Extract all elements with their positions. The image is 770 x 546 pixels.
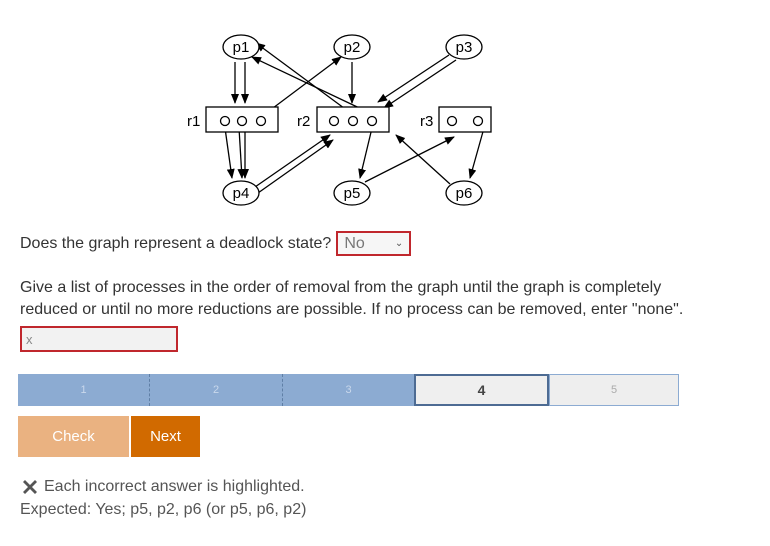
feedback-message: Each incorrect answer is highlighted.	[44, 478, 305, 495]
progress-step-3[interactable]: 3	[283, 374, 414, 406]
process-node-p3: p3	[445, 34, 483, 60]
svg-text:r1: r1	[187, 113, 200, 130]
removal-order-input-value: x	[26, 331, 33, 347]
svg-text:p5: p5	[344, 185, 361, 202]
process-node-p5: p5	[333, 180, 371, 206]
removal-order-question: Give a list of processes in the order of…	[20, 279, 684, 318]
progress-step-1[interactable]: 1	[18, 374, 150, 406]
svg-text:p1: p1	[233, 39, 250, 56]
resource-node-r2: r2	[297, 106, 390, 133]
feedback: Each incorrect answer is highlighted. Ex…	[20, 475, 306, 521]
svg-text:p4: p4	[233, 185, 250, 202]
svg-text:p3: p3	[456, 39, 473, 56]
process-node-p4: p4	[222, 180, 260, 206]
process-node-p6: p6	[445, 180, 483, 206]
svg-text:r2: r2	[297, 113, 310, 130]
progress-step-2[interactable]: 2	[150, 374, 283, 406]
close-icon	[23, 479, 37, 494]
svg-text:p2: p2	[344, 39, 361, 56]
process-node-p2: p2	[333, 34, 371, 60]
deadlock-question-label: Does the graph represent a deadlock stat…	[20, 234, 332, 252]
process-node-p1: p1	[222, 34, 260, 60]
progress-step-4[interactable]: 4	[414, 374, 549, 406]
check-button[interactable]: Check	[18, 416, 129, 457]
deadlock-select-value: No	[344, 234, 365, 252]
chevron-down-icon: ⌄	[394, 238, 404, 249]
deadlock-select[interactable]: No ⌄	[336, 231, 412, 256]
svg-text:r3: r3	[420, 113, 433, 130]
resource-node-r1: r1	[187, 106, 279, 133]
svg-text:p6: p6	[456, 185, 473, 202]
resource-node-r3: r3	[420, 106, 492, 133]
next-button[interactable]: Next	[131, 416, 200, 457]
deadlock-question: Does the graph represent a deadlock stat…	[20, 231, 412, 256]
expected-answer: Expected: Yes; p5, p2, p6 (or p5, p6, p2…	[20, 501, 307, 518]
removal-order-input[interactable]: x	[20, 326, 178, 352]
progress-step-5[interactable]: 5	[549, 374, 679, 406]
resource-allocation-graph: p1 p2 p3 p4 p5 p6 r1	[187, 34, 492, 206]
progress-bar: 1 2 3 4 5	[18, 374, 679, 406]
